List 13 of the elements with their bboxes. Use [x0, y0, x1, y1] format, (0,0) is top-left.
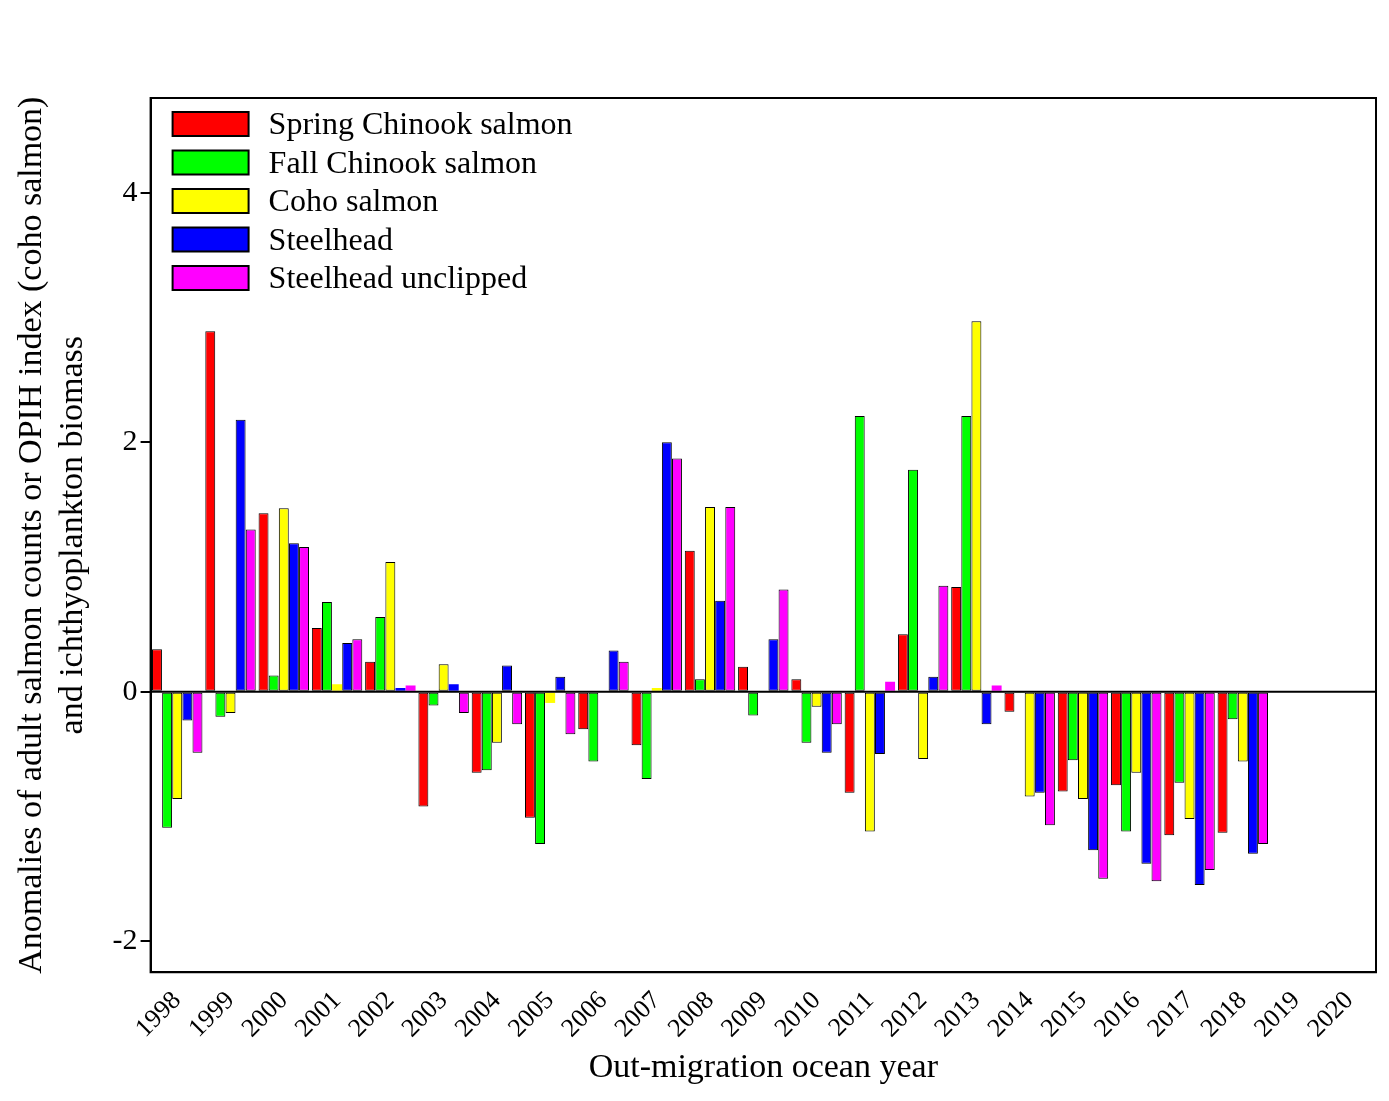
x-tick-label: 2011 [822, 984, 879, 1042]
legend-label: Steelhead unclipped [268, 259, 528, 296]
y-tick-label: -2 [112, 922, 138, 956]
y-tick-label: 2 [122, 423, 138, 457]
legend-label: Coho salmon [268, 182, 439, 219]
legend-label: Fall Chinook salmon [268, 143, 538, 180]
y-tick-label: 0 [122, 672, 138, 706]
x-axis-title: Out-migration ocean year [588, 1046, 939, 1084]
legend-label: Steelhead [268, 220, 393, 257]
y-axis-title: Anomalies of adult salmon counts or OPIH index (coho salmon) and ichthyoplankton biomass [11, 96, 90, 974]
legend-label: Spring Chinook salmon [268, 105, 573, 142]
y-tick-label: 4 [122, 173, 138, 207]
x-tick-label: 2001 [288, 984, 347, 1043]
